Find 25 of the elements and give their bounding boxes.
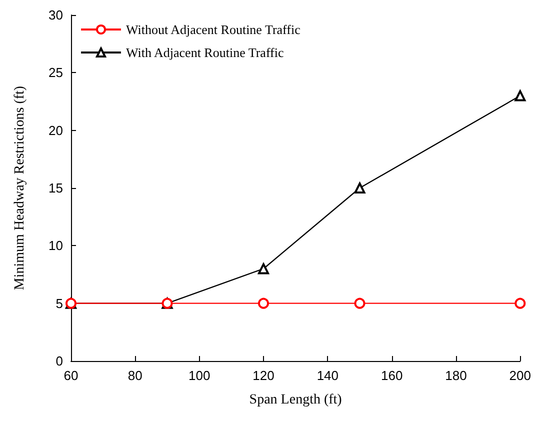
point xyxy=(258,263,269,274)
x-tick-label: 140 xyxy=(316,368,339,383)
y-tick-label: 5 xyxy=(56,296,63,311)
x-tick-label: 200 xyxy=(509,368,532,383)
x-axis-title: Span Length (ft) xyxy=(249,392,342,408)
y-tick-label: 0 xyxy=(56,354,63,368)
x-tick-label: 120 xyxy=(252,368,274,383)
y-tick-label: 25 xyxy=(48,65,63,80)
point xyxy=(514,298,526,309)
legend-label: Without Adjacent Routine Traffic xyxy=(126,22,301,37)
y-axis-title: Minimum Headway Restrictions (ft) xyxy=(12,86,28,290)
point xyxy=(514,90,526,102)
legend-label: With Adjacent Routine Traffic xyxy=(126,45,284,60)
x-tick-label: 100 xyxy=(188,368,210,383)
point xyxy=(354,298,366,309)
x-tick-label: 80 xyxy=(128,368,142,383)
y-tick-label: 30 xyxy=(48,8,63,22)
x-tick-label: 180 xyxy=(445,368,467,383)
x-tick-label: 60 xyxy=(64,368,78,383)
point xyxy=(258,298,269,309)
x-tick-label: 160 xyxy=(380,368,403,383)
y-tick-label: 10 xyxy=(48,238,63,254)
y-tick-label: 20 xyxy=(48,122,63,138)
y-tick-label: 15 xyxy=(48,180,63,196)
point xyxy=(354,182,366,194)
